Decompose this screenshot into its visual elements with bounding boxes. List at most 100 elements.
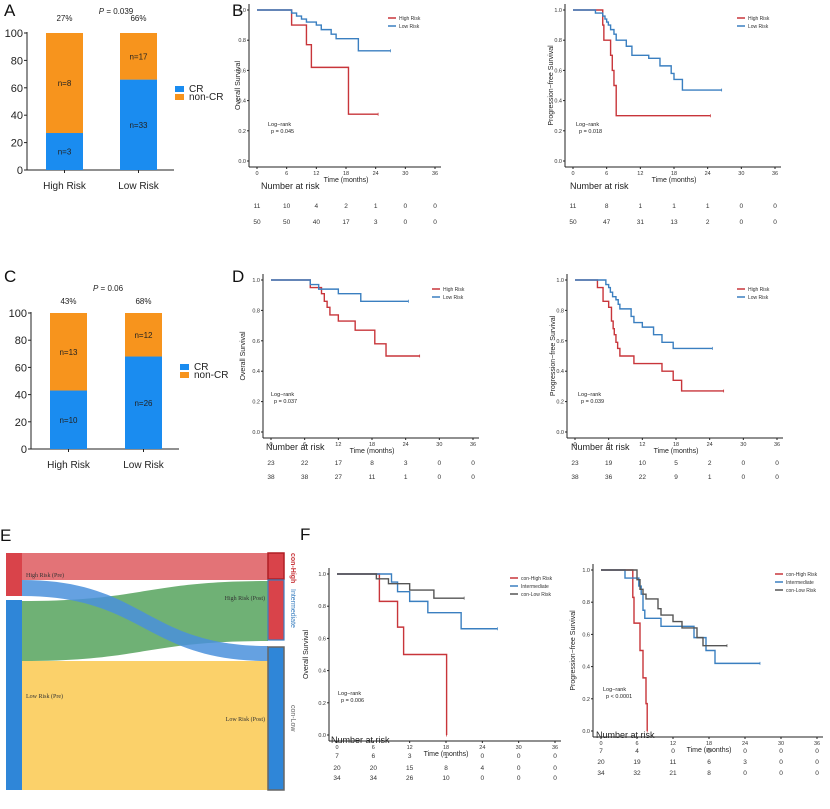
risk-table-cell: 0 [707, 748, 711, 755]
legend-swatch [175, 94, 184, 100]
km-curve-intermediate [337, 573, 498, 630]
legend-label: High Risk [443, 287, 465, 293]
legend-label: Low Risk [748, 295, 769, 301]
legend-label: High Risk [748, 287, 770, 293]
panel-label: F [300, 525, 310, 544]
km-curve-low-risk [575, 279, 713, 350]
x-tick-label: 24 [742, 741, 748, 747]
risk-table-cell: 34 [333, 775, 341, 782]
x-tick-label: 12 [637, 171, 643, 177]
y-tick-label: 60 [11, 83, 23, 95]
bar-cr-1 [120, 79, 157, 170]
sankey-group-label: con-Low [289, 705, 296, 732]
risk-table-cell: 32 [633, 770, 641, 777]
risk-table-cell: 0 [779, 748, 783, 755]
risk-table-cell: 17 [342, 219, 350, 226]
x-tick-label: 36 [774, 442, 780, 448]
sankey-flow-con-high [22, 553, 268, 580]
legend-swatch [180, 364, 189, 370]
y-tick-label: 80 [11, 55, 23, 67]
p-value: = 0.039 [104, 7, 134, 16]
risk-table-cell: 0 [740, 219, 744, 226]
logrank-p-value: p = 0.039 [581, 399, 604, 405]
x-axis-title: Time (months) [424, 751, 469, 758]
bar-non-cr-0 [46, 33, 83, 134]
y-axis-title: Overall Survival [240, 331, 247, 380]
bar-label-cr: n=3 [58, 148, 72, 157]
bar-cr-1 [125, 356, 162, 449]
legend-label: con-High Risk [786, 572, 818, 578]
risk-table-cell: 0 [517, 753, 521, 760]
risk-table-cell: 11 [670, 759, 677, 766]
risk-table-cell: 22 [639, 474, 647, 481]
legend-label: non-CR [194, 370, 228, 381]
risk-table-cell: 10 [442, 775, 450, 782]
x-tick-label: 0 [573, 442, 576, 448]
y-tick-label: 1.0 [318, 572, 326, 578]
x-tick-label: 30 [740, 442, 746, 448]
risk-table-title: Number at risk [266, 442, 325, 452]
risk-table-cell: 15 [406, 765, 414, 772]
y-tick-label: 20 [11, 138, 23, 150]
y-tick-label: 1.0 [554, 8, 562, 14]
y-tick-label: 0.8 [556, 308, 564, 314]
legend-label: CR [194, 362, 208, 373]
risk-table-cell: 38 [571, 474, 579, 481]
risk-table-cell: 10 [639, 460, 647, 467]
y-axis-title: Overall Survival [303, 630, 310, 679]
risk-table-title: Number at risk [331, 735, 390, 745]
x-tick-label: 24 [707, 442, 713, 448]
y-tick-label: 0.2 [582, 697, 590, 703]
x-tick-label: 36 [772, 171, 778, 177]
risk-table-cell: 38 [267, 474, 275, 481]
risk-table-cell: 7 [335, 753, 339, 760]
km-curve-high-risk [575, 279, 724, 392]
risk-table-title: Number at risk [261, 181, 320, 191]
km-curve-high-risk [257, 9, 379, 115]
x-tick-label: 0 [255, 171, 258, 177]
x-tick-label: 0 [599, 741, 602, 747]
risk-table-cell: 50 [253, 219, 261, 226]
risk-table-cell: 11 [369, 474, 376, 481]
x-axis-title: Time (months) [687, 747, 732, 754]
logrank-label: Log−rank [576, 122, 599, 128]
risk-table-cell: 50 [569, 219, 577, 226]
risk-table-cell: 0 [773, 219, 777, 226]
p-symbol: P [99, 7, 105, 16]
sankey-group-label: con-High [289, 553, 296, 583]
bar-cr-0 [50, 390, 87, 449]
bar-label-non-cr: n=8 [58, 79, 72, 88]
risk-table-cell: 2 [344, 203, 348, 210]
bar-non-cr-0 [50, 313, 87, 391]
risk-table-cell: 0 [553, 753, 557, 760]
legend-label: Low Risk [748, 24, 769, 30]
risk-table-cell: 38 [301, 474, 309, 481]
bar-label-non-cr: n=17 [129, 52, 148, 61]
panel-label: A [4, 1, 16, 20]
risk-table-cell: 0 [815, 759, 819, 766]
legend-label: High Risk [399, 16, 421, 22]
risk-table-cell: 10 [283, 203, 291, 210]
logrank-label: Log−rank [578, 392, 601, 398]
km-curve-con-low-risk [337, 573, 465, 599]
risk-table-cell: 23 [267, 460, 275, 467]
y-tick-label: 60 [15, 362, 27, 374]
risk-table-cell: 8 [707, 770, 711, 777]
x-tick-label: 0 [269, 442, 272, 448]
risk-table-cell: 3 [408, 753, 412, 760]
sankey-flow-con-low [22, 661, 268, 790]
bar-label-cr: n=26 [134, 399, 153, 408]
risk-table-cell: 0 [404, 203, 408, 210]
x-tick-label: 18 [443, 745, 449, 751]
y-tick-label: 100 [9, 308, 27, 320]
x-tick-label: 0 [571, 171, 574, 177]
risk-table-cell: 1 [706, 203, 710, 210]
x-tick-label: 24 [705, 171, 711, 177]
y-tick-label: 0.2 [238, 129, 246, 135]
logrank-p-value: p = 0.018 [579, 129, 602, 135]
y-tick-label: 0.0 [238, 159, 246, 165]
x-tick-label: 12 [639, 442, 645, 448]
risk-table-cell: 0 [433, 219, 437, 226]
legend-swatch [175, 86, 184, 92]
risk-table-cell: 0 [743, 770, 747, 777]
